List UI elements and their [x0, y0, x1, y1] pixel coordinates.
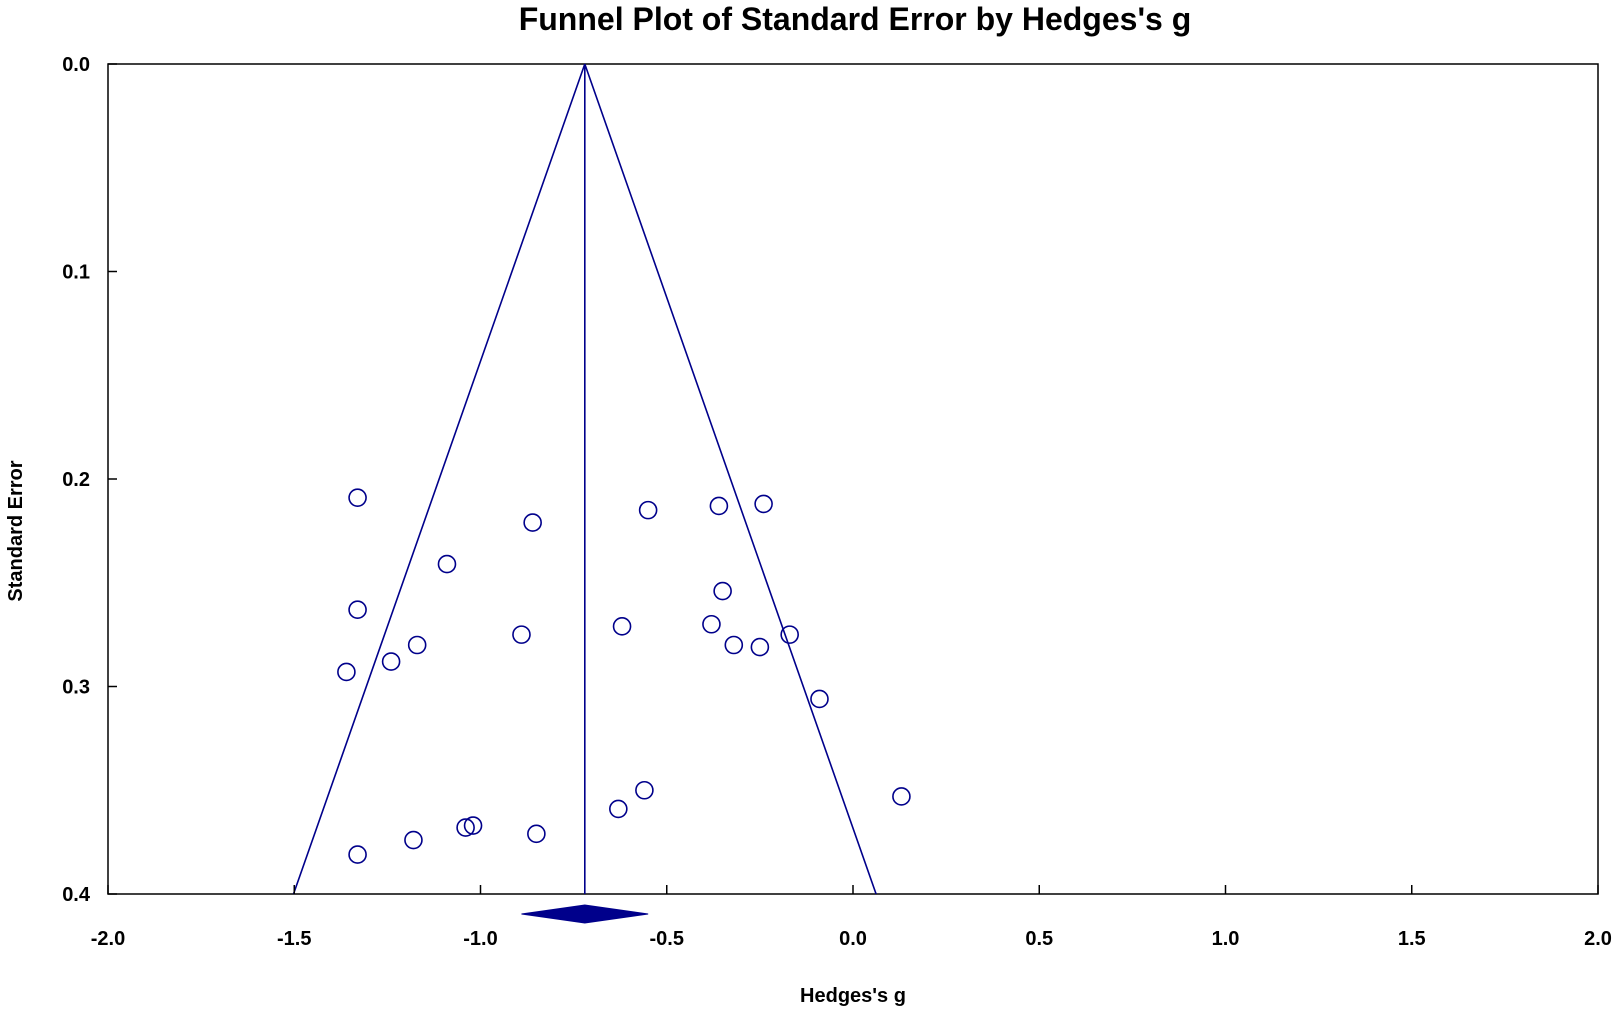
- x-tick-label: -1.5: [277, 928, 311, 950]
- x-axis-title: Hedges's g: [800, 985, 906, 1007]
- y-tick-label: 0.0: [62, 54, 90, 76]
- x-tick-label: 0.0: [839, 928, 867, 950]
- funnel-right-line: [584, 63, 877, 895]
- study-point: [892, 787, 911, 806]
- summary-diamond: [521, 904, 649, 924]
- study-point: [754, 494, 773, 514]
- study-point: [523, 513, 542, 532]
- y-axis-title: Standard Error: [5, 460, 27, 601]
- y-tick-label: 0.4: [62, 884, 91, 906]
- study-point: [635, 780, 654, 800]
- y-tick-label: 0.3: [62, 677, 90, 699]
- plot-frame: [107, 63, 1599, 895]
- study-point: [709, 496, 729, 516]
- x-tick-label: 1.0: [1212, 928, 1240, 950]
- study-point: [713, 581, 732, 601]
- y-tick-label: 0.1: [62, 262, 90, 284]
- x-tick-label: -1.0: [463, 928, 497, 950]
- study-point: [463, 816, 483, 835]
- x-tick-label: 1.5: [1398, 928, 1426, 950]
- y-axis: 0.0 0.1 0.2 0.3 0.4: [62, 54, 117, 906]
- study-point: [407, 635, 427, 655]
- study-point: [612, 617, 632, 636]
- study-point: [810, 689, 829, 709]
- study-point: [609, 799, 628, 819]
- study-point: [348, 845, 367, 864]
- study-point: [348, 488, 367, 507]
- y-tick-label: 0.2: [62, 469, 90, 491]
- study-point: [724, 635, 744, 655]
- funnel-left-line: [292, 63, 586, 895]
- chart-title: Funnel Plot of Standard Error by Hedges'…: [519, 1, 1192, 37]
- study-point: [750, 637, 770, 657]
- x-tick-label: 0.5: [1025, 928, 1053, 950]
- study-point: [381, 652, 401, 671]
- points-layer: [337, 488, 911, 864]
- study-point: [702, 614, 721, 634]
- study-point: [348, 600, 367, 620]
- study-point: [337, 662, 356, 682]
- funnel-layer: [292, 63, 877, 924]
- study-point: [456, 818, 475, 837]
- x-tick-label: -2.0: [91, 928, 125, 950]
- study-point: [780, 625, 799, 644]
- study-point: [404, 830, 423, 850]
- study-point: [638, 500, 658, 520]
- study-point: [512, 625, 531, 644]
- study-point: [437, 554, 457, 574]
- x-axis: -2.0 -1.5 -1.0 -0.5 0.0 0.5 1.0 1.5 2.0: [91, 885, 1612, 950]
- study-point: [527, 824, 546, 844]
- x-tick-label: 2.0: [1584, 928, 1612, 950]
- x-tick-label: -0.5: [650, 928, 684, 950]
